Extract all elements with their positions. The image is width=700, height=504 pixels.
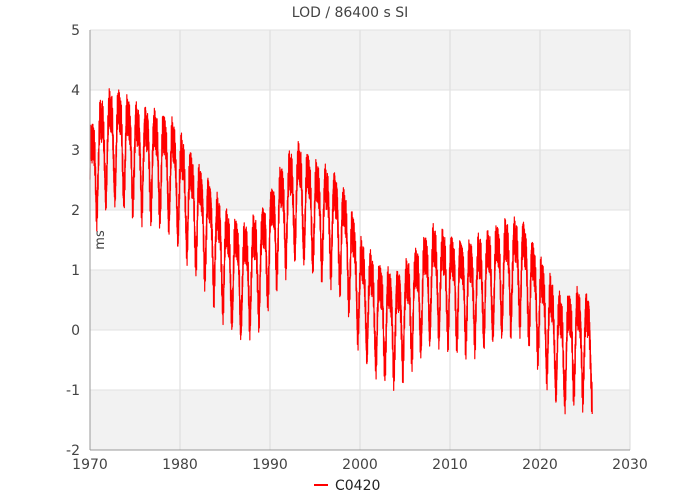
y-tick-label: 3 (71, 143, 80, 159)
x-tick-label: 2010 (432, 457, 468, 473)
y-tick-label: 2 (71, 203, 80, 219)
x-tick-label: 1980 (162, 457, 198, 473)
y-tick-label: 0 (71, 323, 80, 339)
y-tick-label: 1 (71, 263, 80, 279)
series-layer (89, 88, 593, 415)
x-tick-label: 1970 (72, 457, 108, 473)
tick-labels: 1970 1980 1990 2000 2010 2020 2030 -2 -1 0 1 2 3 4 5 (66, 23, 648, 473)
y-axis-label: ms (93, 230, 108, 250)
legend-label[interactable]: C0420 (335, 478, 380, 494)
x-tick-label: 2000 (342, 457, 378, 473)
series-line-c0420 (89, 88, 593, 415)
gridlines (89, 29, 631, 451)
y-tick-label: -2 (66, 443, 80, 459)
x-tick-label: 1990 (252, 457, 288, 473)
y-tick-label: 5 (71, 23, 80, 39)
legend[interactable]: C0420 (314, 478, 380, 494)
axes (89, 30, 630, 451)
x-tick-label: 2020 (522, 457, 558, 473)
chart-title: LOD / 86400 s SI (292, 5, 408, 21)
y-tick-label: 4 (71, 83, 80, 99)
x-tick-label: 2030 (612, 457, 648, 473)
y-tick-label: -1 (66, 383, 80, 399)
